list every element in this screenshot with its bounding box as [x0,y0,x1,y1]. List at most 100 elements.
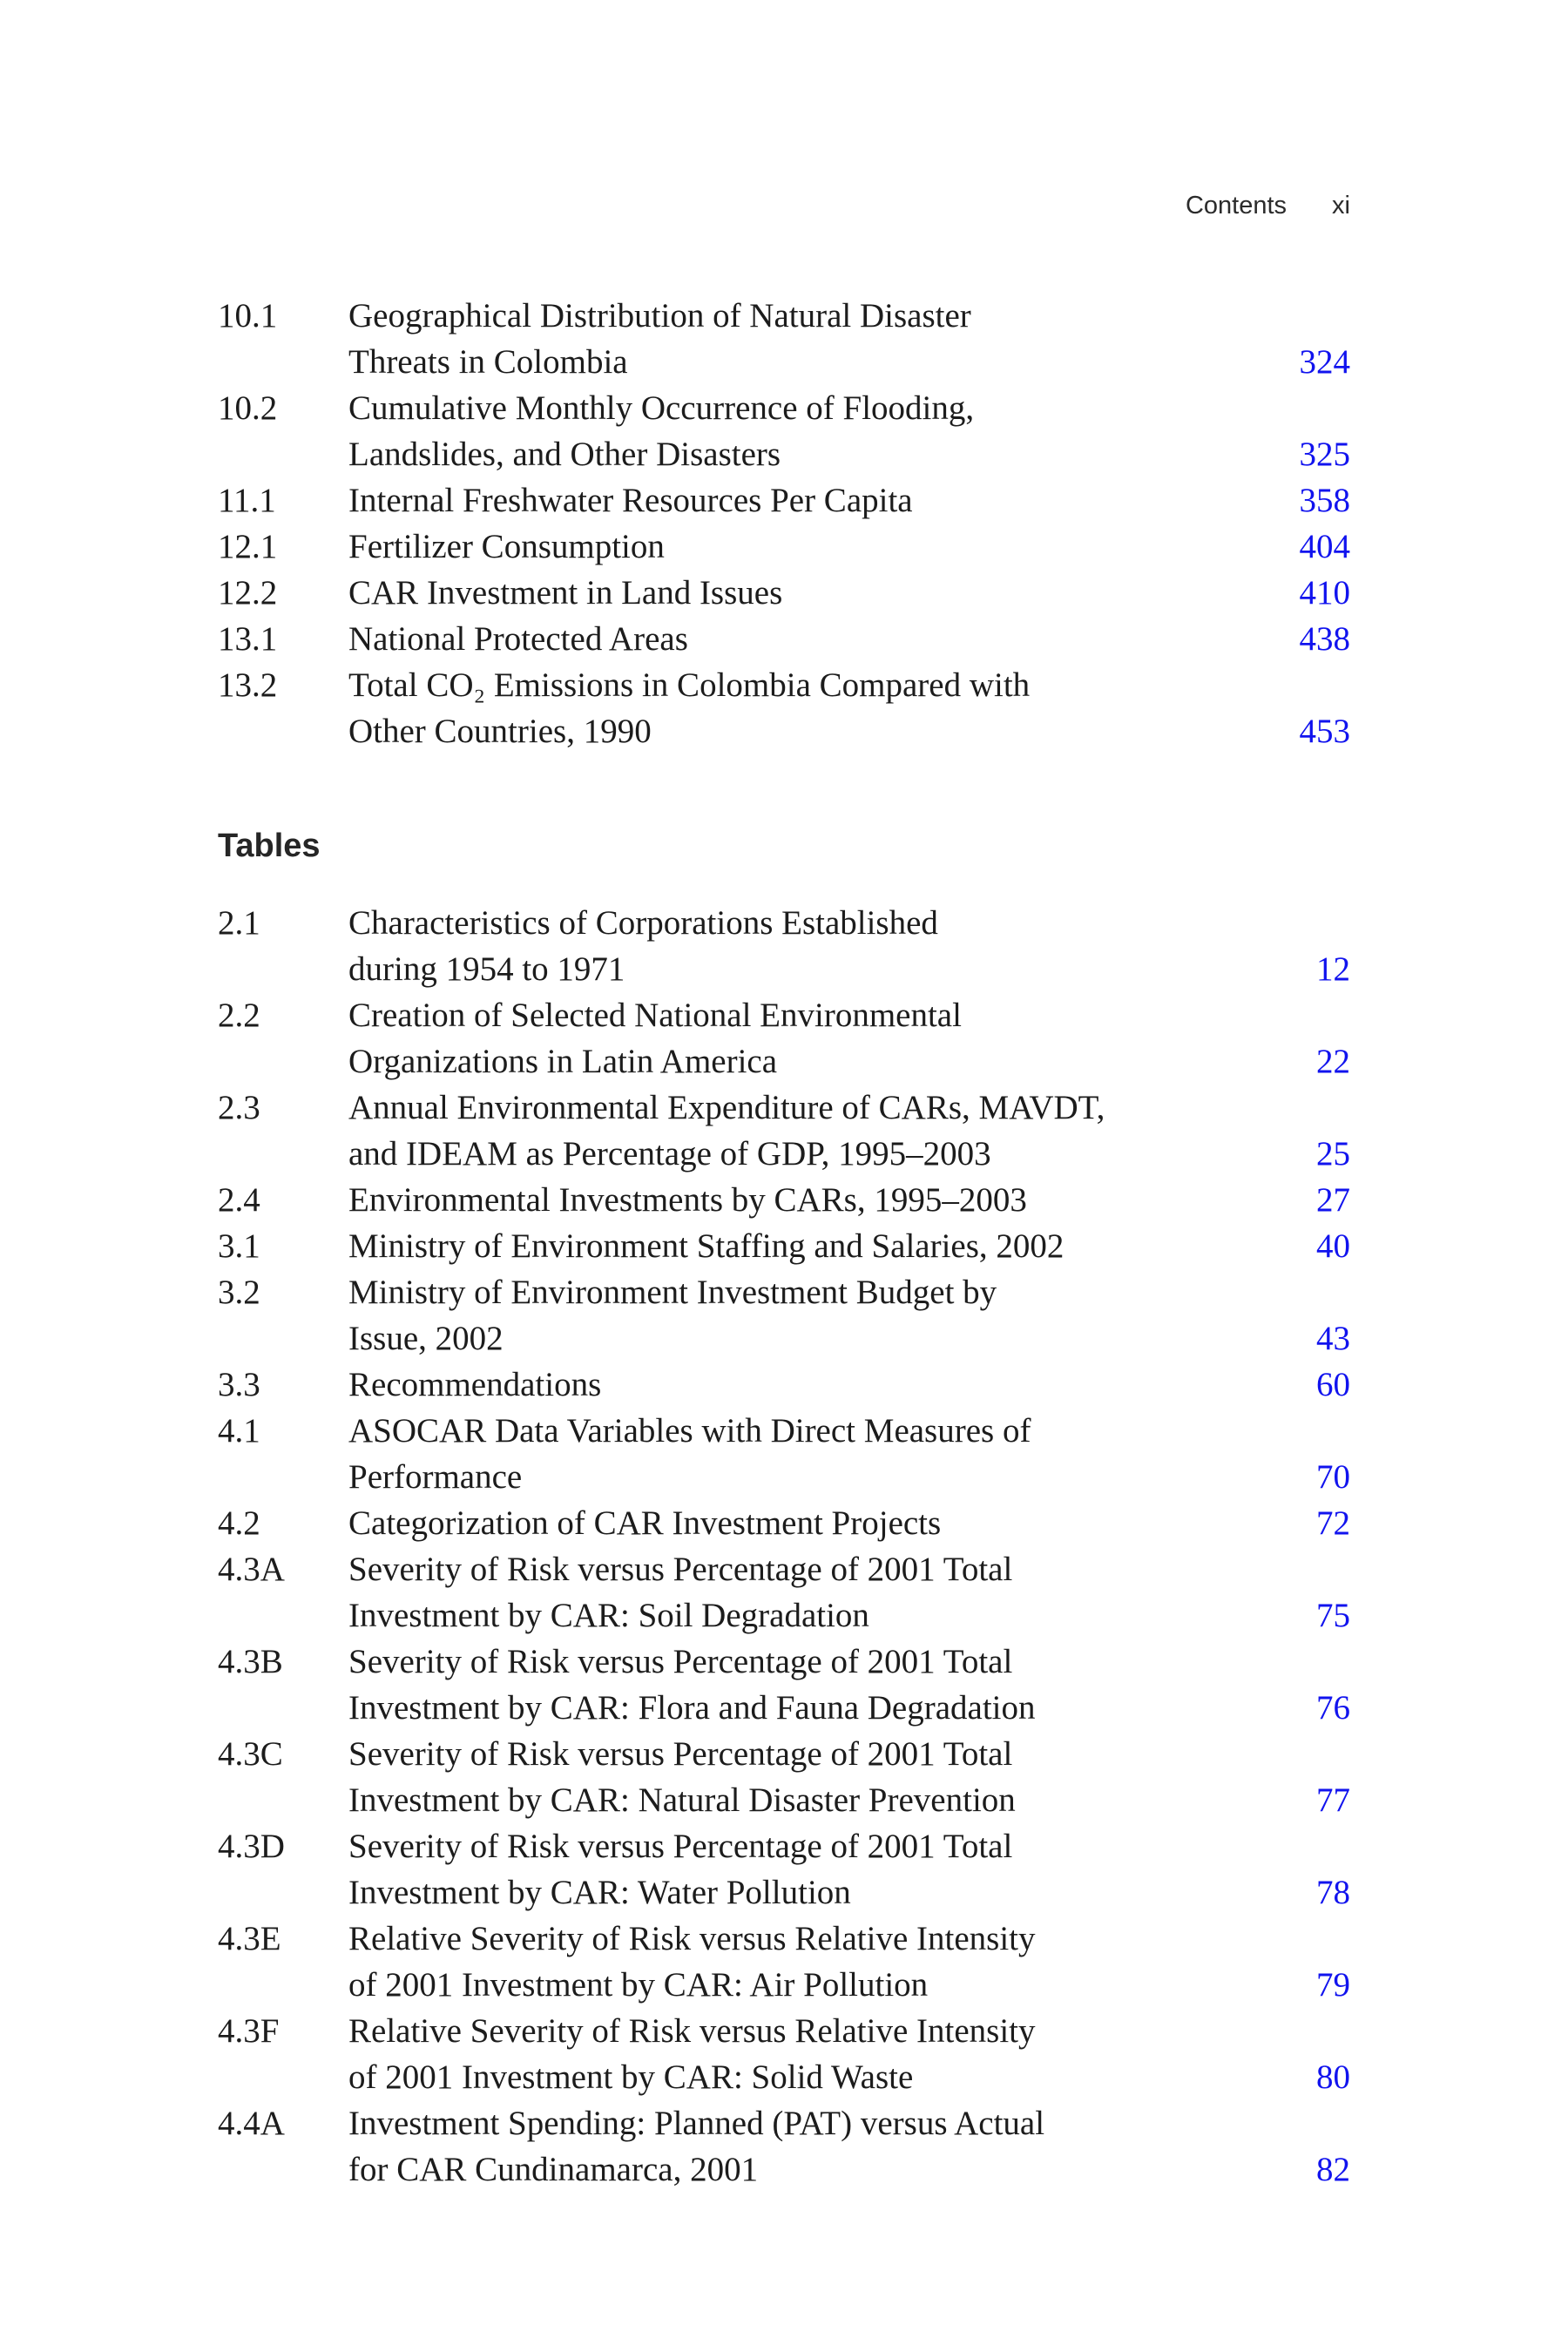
toc-entry: 4.3B Severity of Risk versus Percentage o… [218,1639,1350,1731]
entry-number: 3.1 [218,1227,260,1265]
entry-title-line: Investment by CAR: Flora and Fauna Degra… [348,1688,1036,1727]
entry-page-number[interactable]: 80 [1316,2058,1350,2096]
entry-title-line: Relative Severity of Risk versus Relativ… [348,2011,1036,2050]
entry-page-number[interactable]: 404 [1299,528,1351,565]
entry-page-number[interactable]: 76 [1316,1688,1350,1727]
entry-number: 10.2 [218,389,278,427]
entry-page-number[interactable]: 27 [1316,1180,1350,1219]
toc-entry: 4.3D Severity of Risk versus Percentage o… [218,1823,1350,1916]
toc-entry: 3.2 Ministry of Environment Investment Bu… [218,1269,1350,1362]
toc-entry: 4.3E Relative Severity of Risk versus Rel… [218,1916,1350,2008]
entry-title: ASOCAR Data Variables with Direct Measur… [348,1408,1299,1500]
entry-number: 13.2 [218,666,278,704]
entry-number: 2.1 [218,903,260,942]
page-folio: xi [1332,192,1350,220]
entry-number: 12.1 [218,528,278,565]
entry-page-number[interactable]: 12 [1316,950,1350,988]
entry-page-number[interactable]: 410 [1299,574,1351,612]
entry-title-line: Severity of Risk versus Percentage of 20… [348,1550,1013,1588]
entry-page-number[interactable]: 438 [1299,620,1351,658]
entry-title: Severity of Risk versus Percentage of 20… [348,1639,1299,1731]
entry-page-number[interactable]: 75 [1316,1596,1350,1634]
entry-title: Geographical Distribution of Natural Dis… [348,293,1282,385]
entry-number: 11.1 [218,482,276,519]
entry-title-line: and IDEAM as Percentage of GDP, 1995–200… [348,1134,991,1173]
entry-title-line: Other Countries, 1990 [348,713,652,750]
entry-page-number[interactable]: 358 [1299,482,1351,519]
entry-title-line: of 2001 Investment by CAR: Air Pollution [348,1965,929,2004]
entry-title-line: Recommendations [348,1365,602,1403]
entry-title-line: Landslides, and Other Disasters [348,436,781,473]
toc-entry: 10.2 Cumulative Monthly Occurrence of Flo… [218,385,1350,477]
entry-number: 2.2 [218,996,260,1034]
tables-section: Tables 2.1 Characteristics of Corporation… [218,820,1350,2193]
entry-number: 4.2 [218,1504,260,1542]
toc-entry: 2.3 Annual Environmental Expenditure of C… [218,1085,1350,1177]
table-of-contents: 10.1 Geographical Distribution of Natural… [218,293,1350,2193]
toc-entry: 4.1 ASOCAR Data Variables with Direct Mea… [218,1408,1350,1500]
entry-title-line: for CAR Cundinamarca, 2001 [348,2150,759,2188]
entry-page-number[interactable]: 25 [1316,1134,1350,1173]
toc-entry: 2.2 Creation of Selected National Environ… [218,992,1350,1085]
entry-page-number[interactable]: 70 [1316,1457,1350,1496]
entry-page-number[interactable]: 324 [1299,343,1351,381]
entry-page-number[interactable]: 60 [1316,1365,1350,1403]
entry-title-line: Creation of Selected National Environmen… [348,996,962,1034]
toc-entry: 4.3F Relative Severity of Risk versus Rel… [218,2008,1350,2100]
entry-title-line: National Protected Areas [348,620,688,658]
entry-number: 3.3 [218,1365,260,1403]
entry-title-line: Investment by CAR: Soil Degradation [348,1596,869,1634]
entry-number: 4.3A [218,1550,285,1588]
entry-title-line: Characteristics of Corporations Establis… [348,903,938,942]
entry-page-number[interactable]: 79 [1316,1965,1350,2004]
entry-title: Relative Severity of Risk versus Relativ… [348,1916,1299,2008]
toc-entry: 3.1 Ministry of Environment Staffing and … [218,1223,1350,1269]
entry-page-number[interactable]: 22 [1316,1042,1350,1080]
entry-title-line: Issue, 2002 [348,1319,504,1357]
entry-title-line: during 1954 to 1971 [348,950,625,988]
entry-number: 12.2 [218,574,278,612]
entry-number: 13.1 [218,620,278,658]
entry-title: Ministry of Environment Staffing and Sal… [348,1223,1299,1269]
entry-title: CAR Investment in Land Issues [348,570,1282,616]
entry-title: Fertilizer Consumption [348,524,1282,570]
entry-title-line: Investment by CAR: Water Pollution [348,1873,851,1911]
toc-entry: 2.1 Characteristics of Corporations Estab… [218,900,1350,992]
entry-title-line: Cumulative Monthly Occurrence of Floodin… [348,389,975,427]
figures-entries: 10.1 Geographical Distribution of Natural… [218,293,1350,754]
entry-page-number[interactable]: 453 [1299,713,1351,750]
entry-title-line: Fertilizer Consumption [348,528,665,565]
entry-title: Total CO₂ Emissions in Colombia Compared… [348,662,1282,754]
entry-title-line: Categorization of CAR Investment Project… [348,1504,942,1542]
entry-title: Investment Spending: Planned (PAT) versu… [348,2100,1299,2193]
entry-page-number[interactable]: 325 [1299,436,1351,473]
entry-title-line: Ministry of Environment Staffing and Sal… [348,1227,1064,1265]
entry-title-line: Environmental Investments by CARs, 1995–… [348,1180,1027,1219]
toc-entry: 13.1 National Protected Areas 438 [218,616,1350,662]
entry-page-number[interactable]: 78 [1316,1873,1350,1911]
entry-number: 4.3C [218,1734,283,1773]
entry-page-number[interactable]: 72 [1316,1504,1350,1542]
entry-page-number[interactable]: 82 [1316,2150,1350,2188]
entry-title-line: Investment by CAR: Natural Disaster Prev… [348,1781,1016,1819]
toc-entry: 4.4A Investment Spending: Planned (PAT) v… [218,2100,1350,2193]
entry-title: Severity of Risk versus Percentage of 20… [348,1546,1299,1639]
entry-title: Recommendations [348,1362,1299,1408]
entry-page-number[interactable]: 40 [1316,1227,1350,1265]
entry-title-line: Internal Freshwater Resources Per Capita [348,482,913,519]
entry-page-number[interactable]: 43 [1316,1319,1350,1357]
tables-entries: 2.1 Characteristics of Corporations Estab… [218,900,1350,2193]
entry-title: Environmental Investments by CARs, 1995–… [348,1177,1299,1223]
entry-title: Characteristics of Corporations Establis… [348,900,1299,992]
entry-number: 2.3 [218,1088,260,1126]
entry-number: 4.1 [218,1411,260,1450]
entry-title: Internal Freshwater Resources Per Capita [348,477,1282,524]
entry-title-line: Performance [348,1457,523,1496]
entry-page-number[interactable]: 77 [1316,1781,1350,1819]
toc-entry: 10.1 Geographical Distribution of Natural… [218,293,1350,385]
entry-title: Severity of Risk versus Percentage of 20… [348,1823,1299,1916]
toc-entry: 4.3A Severity of Risk versus Percentage o… [218,1546,1350,1639]
entry-number: 4.4A [218,2104,285,2142]
tables-section-heading: Tables [218,828,321,864]
toc-entry: 4.2 Categorization of CAR Investment Proj… [218,1500,1350,1546]
